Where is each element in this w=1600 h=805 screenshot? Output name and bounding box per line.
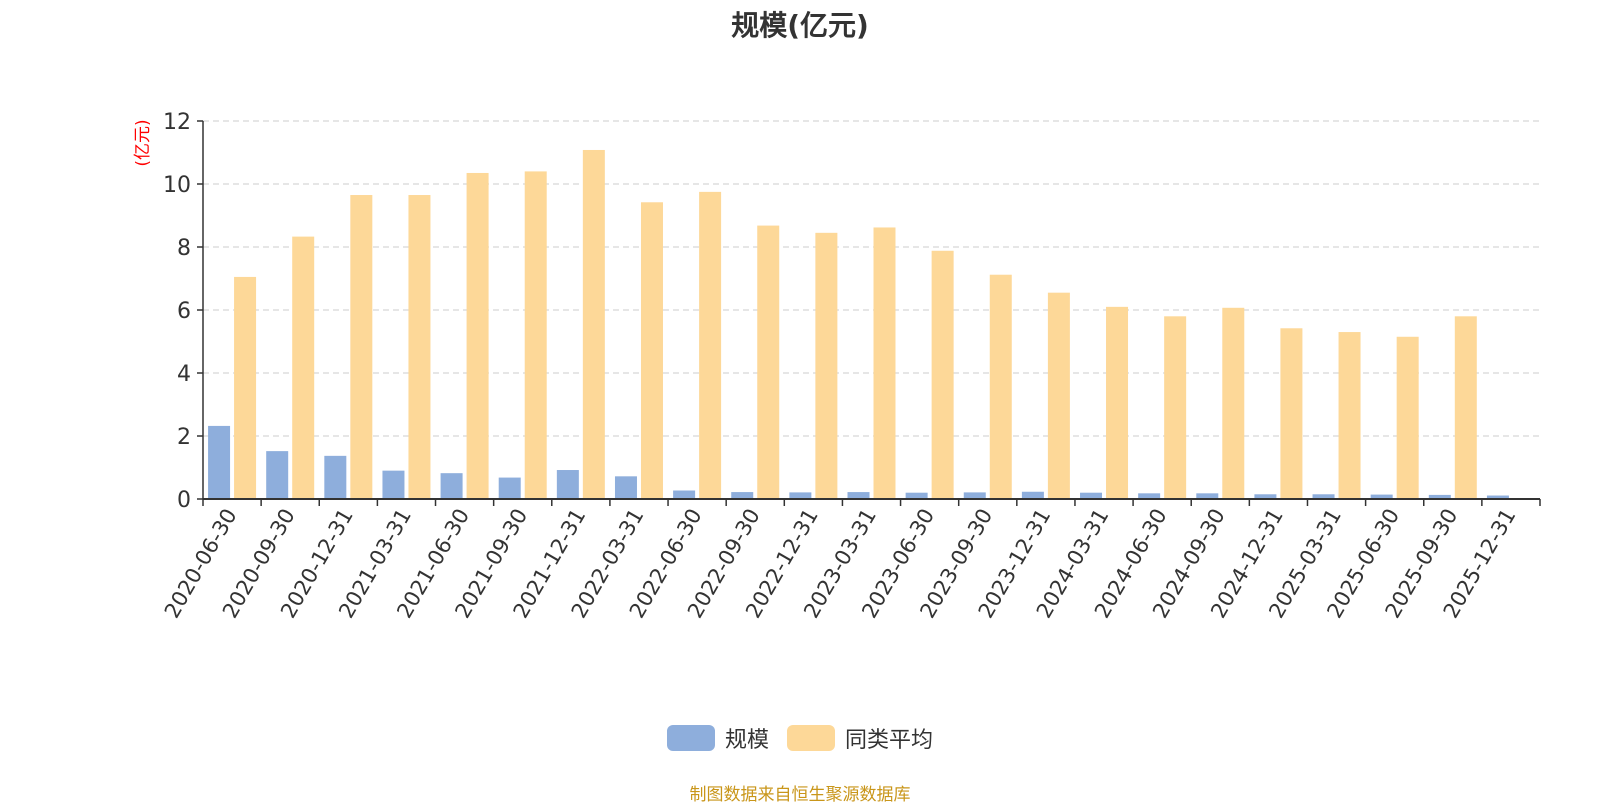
bar-peer-average bbox=[815, 232, 838, 499]
bar-peer-average bbox=[931, 250, 954, 499]
bar-peer-average bbox=[350, 195, 373, 499]
bar-scale bbox=[789, 492, 812, 499]
bar-scale bbox=[1138, 493, 1161, 499]
bar-scale bbox=[208, 425, 231, 499]
bar-peer-average bbox=[989, 274, 1012, 499]
bar-scale bbox=[382, 470, 405, 499]
bar-scale bbox=[1486, 495, 1509, 499]
legend-label-peer-average: 同类平均 bbox=[845, 728, 934, 753]
bar-scale bbox=[1254, 494, 1277, 499]
bar-peer-average bbox=[873, 227, 896, 499]
bar-scale bbox=[1021, 491, 1044, 499]
bar-peer-average bbox=[1338, 332, 1361, 499]
bar-scale bbox=[731, 492, 754, 499]
bar-scale bbox=[1196, 493, 1219, 499]
bar-peer-average bbox=[1280, 328, 1303, 499]
legend-item-peer-average[interactable]: 同类平均 bbox=[787, 722, 933, 754]
bar-scale bbox=[440, 473, 463, 499]
legend-swatch-scale bbox=[666, 725, 715, 751]
bar-scale bbox=[905, 492, 928, 499]
bar-scale bbox=[614, 476, 637, 499]
bar-peer-average bbox=[1396, 336, 1419, 499]
bar-scale bbox=[847, 492, 870, 499]
source-note: 制图数据来自恒生聚源数据库 bbox=[689, 785, 911, 805]
y-tick-label: 12 bbox=[163, 110, 191, 135]
bar-scale bbox=[673, 490, 696, 499]
bar-peer-average bbox=[292, 236, 315, 500]
bar-scale bbox=[266, 451, 289, 499]
bar-scale bbox=[556, 470, 579, 499]
bar-peer-average bbox=[1047, 292, 1070, 499]
y-tick-label: 4 bbox=[177, 362, 191, 387]
bar-peer-average bbox=[234, 276, 257, 499]
legend-swatch-peer-average bbox=[787, 725, 835, 751]
legend-item-scale[interactable]: 规模 bbox=[666, 722, 769, 754]
bar-peer-average bbox=[1164, 316, 1187, 499]
legend: 规模 同类平均 bbox=[0, 722, 1600, 754]
y-tick-label: 2 bbox=[177, 425, 191, 450]
bar-scale bbox=[1080, 492, 1103, 499]
bar-peer-average bbox=[640, 202, 663, 499]
bar-peer-average bbox=[1222, 307, 1245, 499]
bar-peer-average bbox=[582, 149, 605, 500]
bar-peer-average bbox=[699, 191, 722, 499]
y-tick-label: 6 bbox=[177, 299, 191, 324]
y-tick-label: 10 bbox=[163, 173, 191, 198]
bar-scale bbox=[963, 492, 986, 499]
y-axis-label: (亿元) bbox=[133, 119, 153, 166]
bar-scale bbox=[498, 477, 521, 499]
bar-scale bbox=[1312, 494, 1335, 499]
bar-peer-average bbox=[408, 195, 431, 499]
bars bbox=[208, 149, 1509, 500]
bar-peer-average bbox=[1454, 316, 1477, 499]
legend-label-scale: 规模 bbox=[724, 728, 769, 753]
y-tick-label: 0 bbox=[177, 488, 191, 513]
chart-title: 规模(亿元) bbox=[731, 9, 869, 42]
bar-scale bbox=[1428, 494, 1451, 499]
bar-peer-average bbox=[466, 172, 489, 499]
bar-peer-average bbox=[524, 171, 547, 499]
bar-peer-average bbox=[1106, 306, 1129, 499]
bar-peer-average bbox=[757, 225, 780, 499]
y-tick-label: 8 bbox=[177, 236, 191, 261]
bar-scale bbox=[324, 455, 347, 499]
bar-scale bbox=[1370, 494, 1393, 499]
